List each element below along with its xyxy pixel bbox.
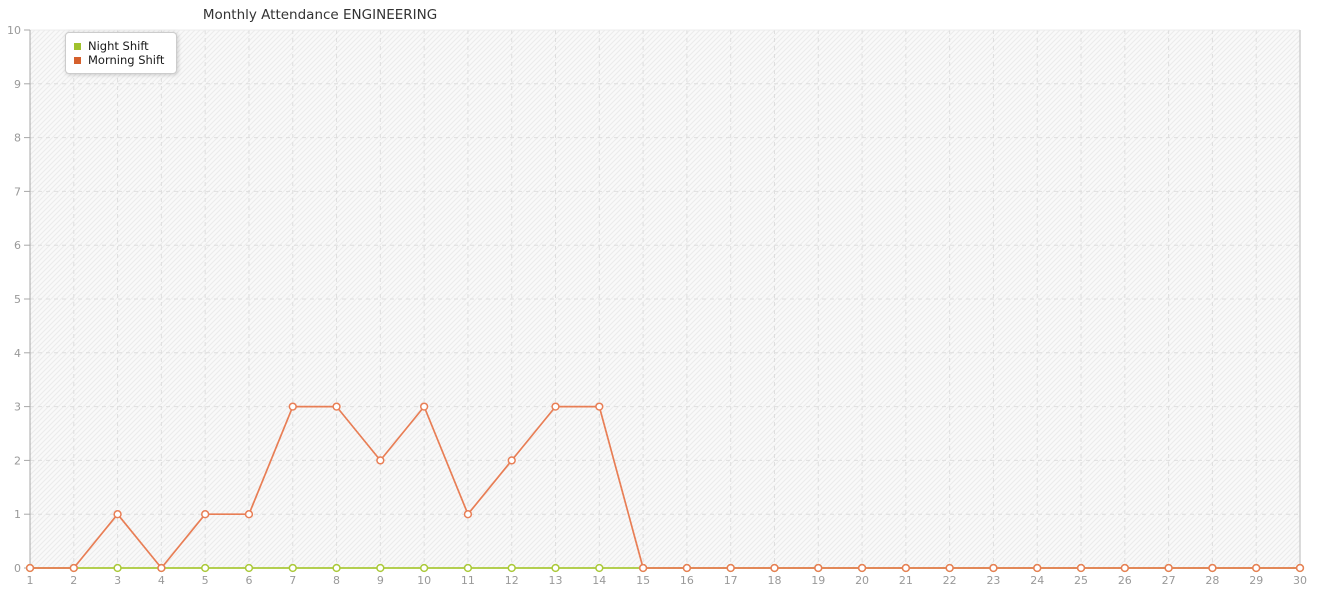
legend-label: Night Shift	[88, 39, 149, 53]
data-point-marker	[857, 563, 867, 573]
y-tick-label: 1	[14, 508, 21, 521]
y-axis-labels: 0 1 2 3 4 5 6 7 8 9 10	[7, 24, 21, 575]
data-point-marker	[1164, 563, 1173, 573]
data-point-marker	[419, 563, 429, 573]
x-tick-label: 29	[1249, 574, 1263, 587]
data-point-marker	[463, 563, 473, 573]
y-tick-label: 7	[14, 185, 21, 198]
y-tick-label: 6	[14, 239, 21, 252]
data-point-marker	[244, 510, 254, 519]
x-tick-label: 2	[70, 574, 77, 587]
data-point-marker	[638, 563, 648, 573]
x-tick-label: 30	[1293, 574, 1307, 587]
data-point-marker	[113, 510, 122, 519]
x-tick-label: 17	[724, 574, 738, 587]
data-point-marker	[1120, 563, 1129, 573]
data-point-marker	[814, 563, 823, 573]
x-tick-label: 12	[505, 574, 519, 587]
x-tick-label: 13	[549, 574, 563, 587]
data-point-marker	[551, 563, 560, 573]
y-tick-label: 5	[14, 293, 21, 306]
x-tick-label: 14	[592, 574, 606, 587]
data-point-marker	[770, 563, 779, 573]
x-tick-label: 8	[333, 574, 340, 587]
x-tick-label: 22	[943, 574, 957, 587]
y-tick-label: 3	[14, 401, 21, 414]
data-point-marker	[69, 563, 78, 573]
data-point-marker	[463, 510, 473, 519]
x-tick-label: 1	[27, 574, 34, 587]
data-point-marker	[507, 563, 516, 573]
x-tick-label: 28	[1205, 574, 1219, 587]
data-point-marker	[945, 563, 954, 573]
x-tick-label: 11	[461, 574, 475, 587]
y-tick-label: 8	[14, 132, 21, 145]
y-tick-label: 4	[14, 347, 21, 360]
chart-title: Monthly Attendance ENGINEERING	[202, 7, 438, 23]
chart-legend: Night Shift Morning Shift	[65, 32, 178, 74]
x-tick-label: 10	[417, 574, 431, 587]
data-point-marker	[288, 563, 297, 573]
x-tick-label: 5	[202, 574, 209, 587]
data-point-marker	[113, 563, 122, 573]
x-tick-label: 6	[245, 574, 252, 587]
data-point-marker	[682, 563, 692, 573]
x-tick-label: 24	[1030, 574, 1044, 587]
data-point-marker	[376, 563, 385, 573]
x-tick-label: 26	[1118, 574, 1132, 587]
series-morning-shift	[25, 402, 1305, 573]
x-tick-label: 21	[899, 574, 913, 587]
data-point-marker	[1033, 563, 1042, 573]
data-point-marker	[332, 402, 341, 411]
data-point-marker	[1252, 563, 1261, 573]
x-tick-label: 7	[289, 574, 296, 587]
y-tick-label: 0	[14, 562, 21, 575]
data-point-marker	[901, 563, 911, 573]
data-point-marker	[157, 563, 166, 573]
data-point-marker	[244, 563, 254, 573]
data-point-marker	[419, 402, 429, 411]
x-tick-label: 15	[636, 574, 650, 587]
x-tick-label: 20	[855, 574, 869, 587]
x-tick-label: 19	[811, 574, 825, 587]
data-point-marker	[595, 563, 604, 573]
y-tick-label: 2	[14, 454, 21, 467]
x-tick-label: 25	[1074, 574, 1088, 587]
data-point-marker	[595, 402, 604, 411]
data-point-marker	[288, 402, 297, 411]
x-tick-label: 16	[680, 574, 694, 587]
x-axis-labels: 1 2 3 4 5 6 7 8 9 10 11 12 13 14 15 16 17 18 19 20 21 22 23 24 2…	[27, 574, 1308, 587]
x-tick-label: 27	[1162, 574, 1176, 587]
legend-label: Morning Shift	[88, 53, 165, 67]
data-point-marker	[376, 456, 385, 465]
data-point-marker	[1208, 563, 1217, 573]
x-tick-label: 23	[986, 574, 1000, 587]
legend-item-night-shift: Night Shift	[74, 39, 164, 53]
legend-item-morning-shift: Morning Shift	[74, 53, 164, 67]
data-point-marker	[551, 402, 560, 411]
data-point-marker	[1076, 563, 1086, 573]
x-tick-label: 4	[158, 574, 165, 587]
x-tick-label: 18	[767, 574, 781, 587]
y-tick-label: 10	[7, 24, 21, 37]
data-point-marker	[25, 563, 35, 573]
gridlines	[30, 30, 1300, 568]
data-point-marker	[989, 563, 998, 573]
data-point-marker	[201, 510, 210, 519]
morning-shift-swatch-icon	[74, 56, 81, 64]
night-shift-swatch-icon	[74, 42, 81, 50]
data-point-marker	[1295, 563, 1305, 573]
series-line-morning-shift	[30, 405, 1300, 569]
y-tick-label: 9	[14, 78, 21, 91]
data-point-marker	[201, 563, 210, 573]
data-point-marker	[726, 563, 735, 573]
x-tick-label: 3	[114, 574, 121, 587]
data-point-marker	[507, 456, 516, 465]
x-tick-label: 9	[377, 574, 384, 587]
data-point-marker	[332, 563, 341, 573]
